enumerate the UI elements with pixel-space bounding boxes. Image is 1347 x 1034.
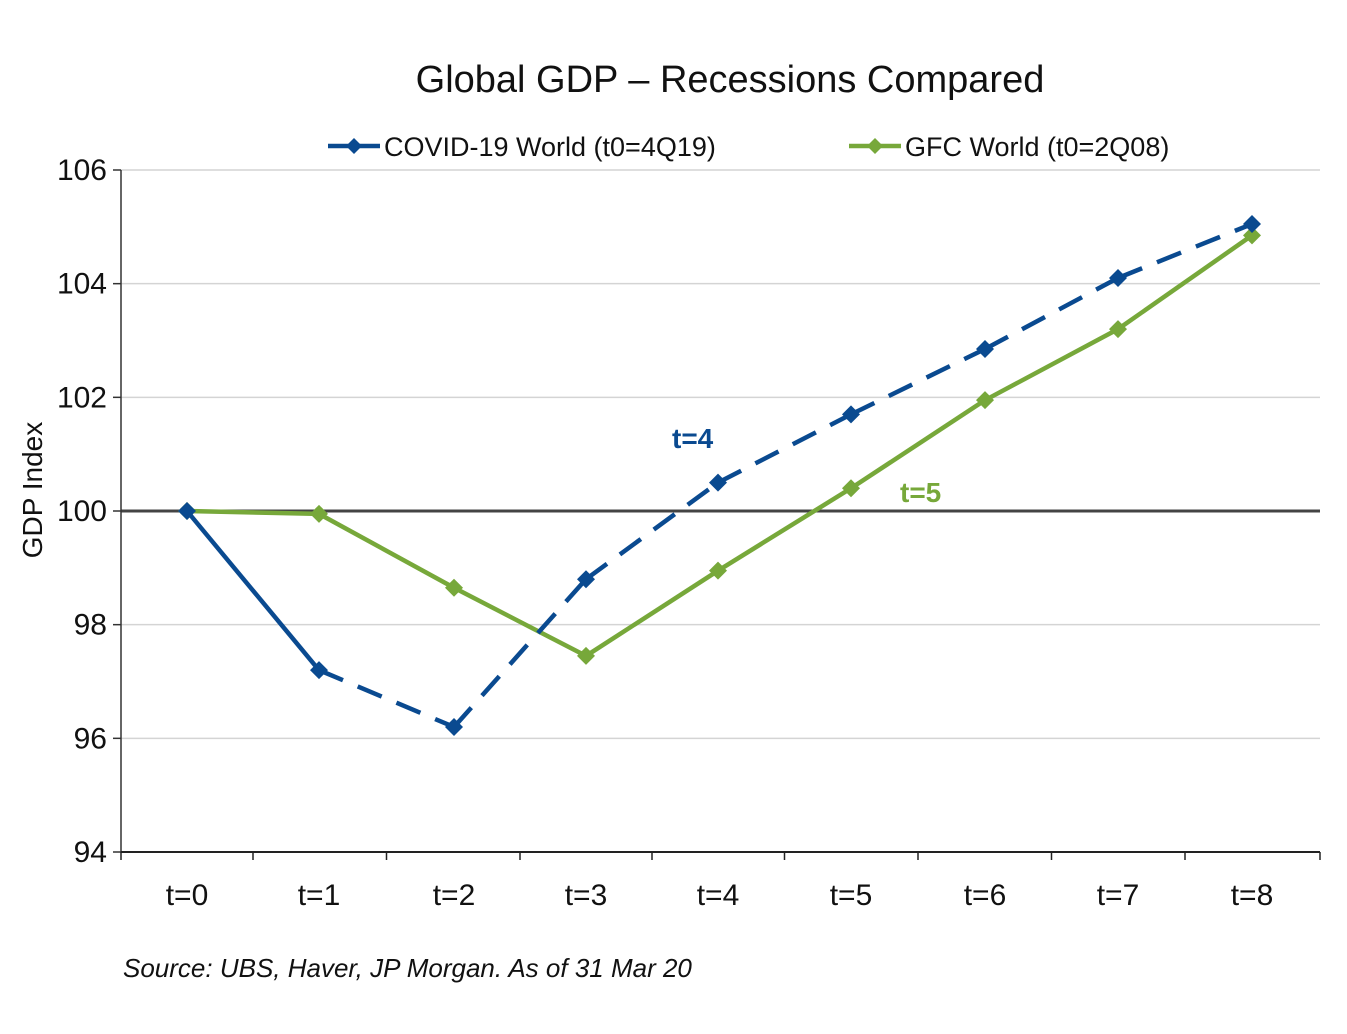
series-line-segment [185, 509, 321, 672]
data-point [709, 473, 727, 492]
annotation-label: t=4 [672, 423, 714, 454]
series-line-segment [983, 275, 1120, 352]
y-tick-label: 102 [57, 381, 107, 414]
series-line-segment [850, 347, 986, 417]
data-point [445, 717, 463, 736]
legend-marker [867, 138, 883, 154]
annotation-label: t=5 [900, 477, 941, 508]
data-point [1243, 226, 1261, 245]
x-tick-label: t=3 [565, 879, 608, 912]
legend-marker [346, 138, 362, 154]
data-point [976, 340, 994, 359]
x-tick-label: t=2 [433, 879, 476, 912]
series-line-segment [317, 511, 456, 590]
plot-area: t=4 t=5 [178, 214, 1261, 736]
axes: 94 96 98 100 102 104 106 t=0 t=1 t=2 t=3 t=4 t=5 t=6 t… [57, 154, 1321, 912]
y-tick-label: 98 [74, 609, 107, 642]
y-tick-label: 100 [57, 495, 107, 528]
x-tick-label: t=1 [298, 879, 341, 912]
series-line-segment [1116, 233, 1254, 331]
x-tick-label: t=5 [830, 879, 873, 912]
data-point [976, 391, 994, 410]
series-line-segment [1117, 221, 1253, 281]
legend-label: GFC World (t0=2Q08) [905, 132, 1169, 162]
data-point [842, 405, 860, 424]
series-1 [178, 226, 1261, 665]
y-tick-label: 96 [74, 722, 107, 755]
data-point [577, 646, 595, 665]
y-tick-label: 106 [57, 154, 107, 187]
series-0 [178, 214, 1261, 736]
gridlines [121, 169, 1320, 740]
data-point [445, 578, 463, 597]
legend-label: COVID-19 World (t0=4Q19) [384, 132, 716, 162]
series-line-segment [849, 398, 987, 491]
series-line-segment [716, 486, 853, 573]
chart-title: Global GDP – Recessions Compared [416, 59, 1045, 101]
x-tick-label: t=7 [1097, 879, 1140, 912]
series-line-segment [983, 327, 1120, 403]
data-point [1109, 268, 1127, 287]
x-tick-label: t=8 [1231, 879, 1274, 912]
series-line-segment [584, 568, 720, 658]
data-point [709, 561, 727, 580]
source-note: Source: UBS, Haver, JP Morgan. As of 31 … [123, 953, 692, 983]
y-tick-label: 94 [74, 836, 107, 869]
x-tick-label: t=4 [697, 879, 740, 912]
legend: COVID-19 World (t0=4Q19) GFC World (t0=2Q… [328, 132, 1169, 162]
data-point [1243, 214, 1261, 233]
series-line-segment [452, 585, 588, 658]
data-point [842, 479, 860, 498]
series-line-segment [584, 480, 720, 582]
data-point [577, 570, 595, 589]
data-point [310, 504, 328, 523]
data-point [1109, 320, 1127, 339]
y-tick-label: 104 [57, 268, 107, 301]
data-point [178, 502, 196, 520]
x-tick-label: t=0 [166, 879, 209, 912]
series-line-segment [452, 577, 588, 729]
y-axis-label: GDP Index [17, 422, 48, 558]
data-point [310, 661, 328, 680]
series-line-segment [186, 508, 320, 517]
x-tick-label: t=6 [964, 879, 1007, 912]
series-line-segment [318, 668, 455, 730]
series-line-segment [716, 412, 853, 485]
